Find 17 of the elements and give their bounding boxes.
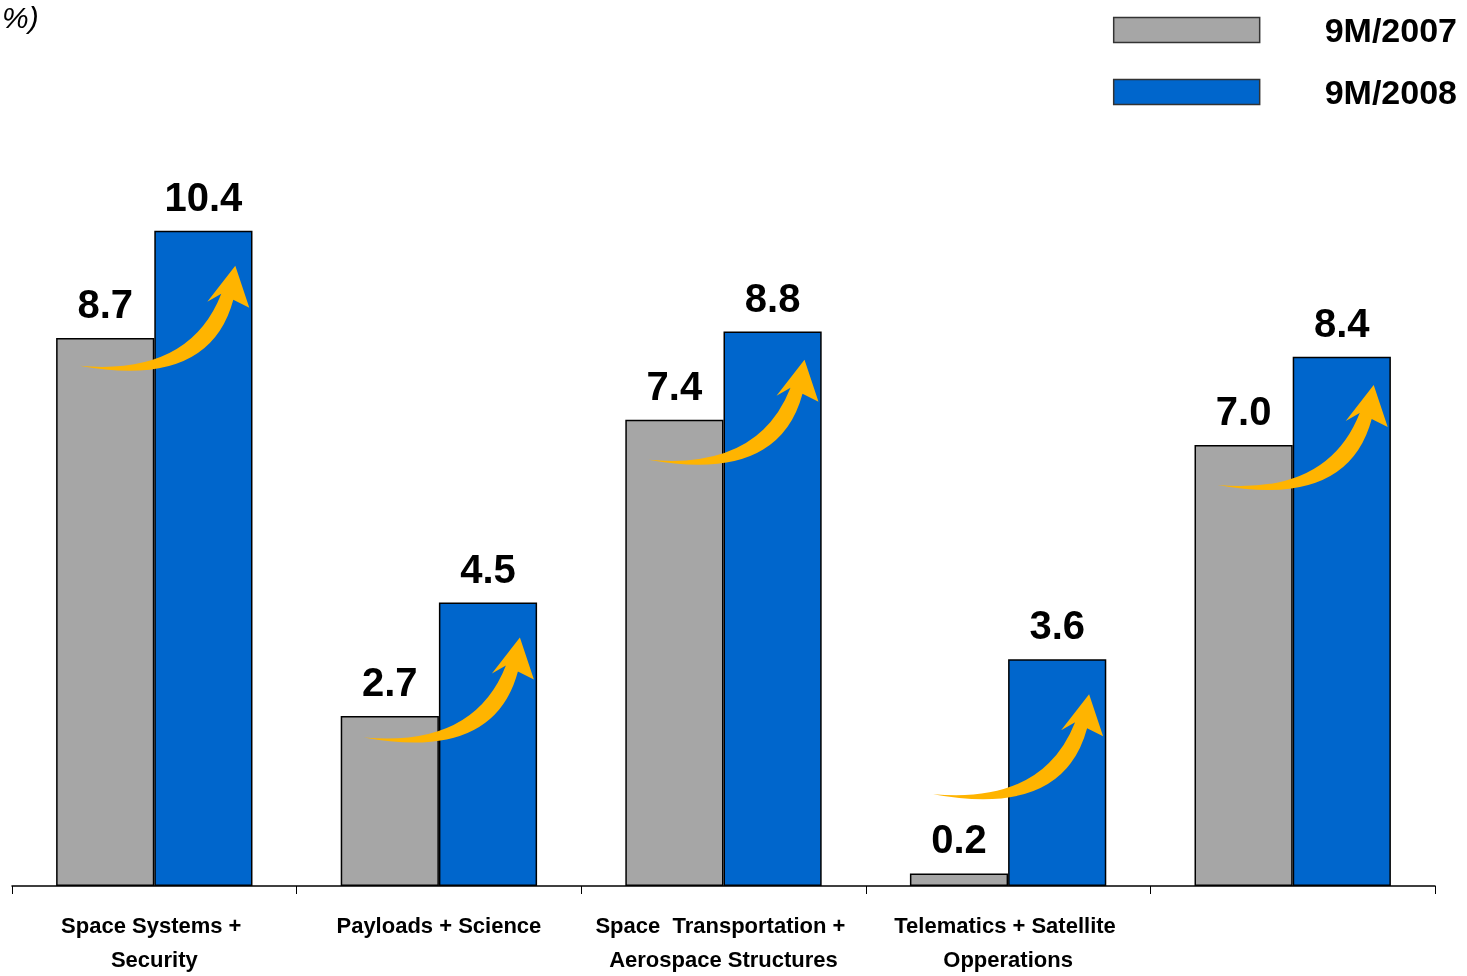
x-tick-label: Payloads + Science: [336, 912, 542, 938]
data-label: 8.7: [77, 281, 134, 326]
data-label: 4.5: [460, 546, 516, 591]
x-tick-label: Space Transportation + Aerospace Structures: [595, 912, 852, 972]
legend-label: 9M/2008: [1324, 73, 1458, 111]
legend-label: 9M/2007: [1324, 11, 1458, 49]
data-label: 10.4: [164, 174, 244, 219]
data-label: 7.0: [1215, 389, 1272, 433]
data-label: 8.8: [744, 275, 801, 320]
data-label: 8.4: [1313, 300, 1371, 345]
x-tick-label: Space Systems + Security: [61, 912, 248, 972]
data-label: 0.2: [931, 817, 987, 862]
data-label: 7.4: [646, 363, 703, 408]
data-label: 2.7: [362, 659, 418, 704]
data-label: 3.6: [1029, 603, 1085, 648]
text: %): [2, 0, 39, 34]
x-tick-label: Telematics + Satellite Opperations: [894, 912, 1122, 972]
